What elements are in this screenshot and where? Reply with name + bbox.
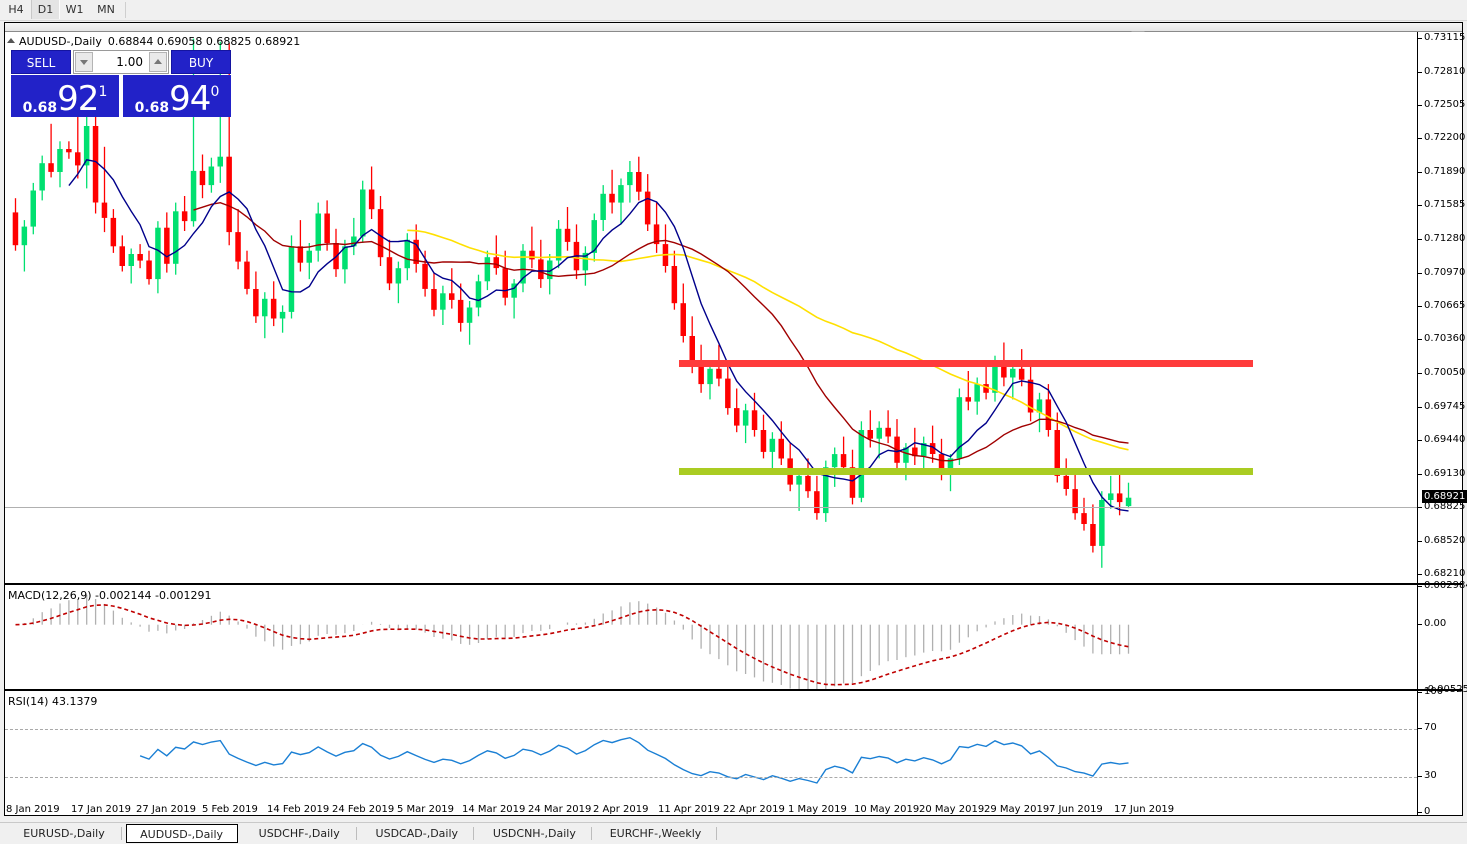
volume-increase-button[interactable] (149, 52, 167, 72)
macd-label: MACD(12,26,9) -0.002144 -0.001291 (8, 589, 212, 602)
macd-signal-line (15, 604, 1129, 686)
timeframe-mn[interactable]: MN (97, 3, 115, 16)
buy-price-tile[interactable]: 0.68940 (123, 75, 231, 117)
chart-horizontal-scrollbar[interactable] (5, 23, 1462, 32)
chart-symbol-header: AUDUSD-,Daily 0.68844 0.69058 0.68825 0.6… (7, 35, 300, 48)
chevron-down-icon (80, 60, 88, 65)
date-label: 14 Feb 2019 (267, 804, 330, 815)
chart-tab-bar: EURUSD-,Daily AUDUSD-,Daily USDCHF-,Daily U… (0, 822, 1467, 844)
ma-fast-line (68, 159, 1129, 512)
chart-tab-usdcnh[interactable]: USDCNH-,Daily (492, 827, 576, 840)
volume-value[interactable]: 1.00 (116, 55, 143, 69)
buy-price-fraction: 0 (210, 84, 220, 100)
sell-price-base: 0.68 (22, 100, 58, 116)
date-label: 14 Mar 2019 (462, 804, 526, 815)
chevron-up-icon (154, 59, 162, 64)
chart-tab-eurusd[interactable]: EURUSD-,Daily (23, 827, 105, 840)
sell-price-big: 92 (57, 79, 99, 117)
price-scale[interactable]: 0.73115 0.72810 0.72505 0.72200 0.71890 0.715… (1417, 32, 1467, 817)
date-label: 17 Jun 2019 (1114, 804, 1175, 815)
chart-ohlc-values: 0.68844 0.69058 0.68825 0.68921 (107, 35, 301, 48)
price-chart-canvas (12, 38, 1132, 568)
buy-price-base: 0.68 (134, 100, 170, 116)
date-axis[interactable]: 8 Jan 2019 17 Jan 2019 27 Jan 2019 5 Feb 20… (4, 804, 1463, 820)
date-label: 24 Mar 2019 (528, 804, 592, 815)
timeframe-toolbar: H4 D1 W1 MN (0, 0, 1467, 21)
date-label: 8 Jan 2019 (6, 804, 60, 815)
resistance-level-line[interactable] (678, 359, 1253, 367)
date-label: 7 Jun 2019 (1049, 804, 1103, 815)
chart-tab-audusd[interactable]: AUDUSD-,Daily (125, 824, 238, 843)
sell-price-fraction: 1 (98, 84, 108, 100)
rsi-pane[interactable]: RSI(14) 43.1379 (5, 693, 1417, 813)
date-label: 11 Apr 2019 (658, 804, 720, 815)
tab-separator (121, 827, 122, 840)
tab-separator (716, 827, 717, 840)
buy-button[interactable]: BUY (171, 50, 231, 74)
date-label: 1 May 2019 (788, 804, 847, 815)
toolbar-separator (125, 2, 126, 18)
rsi-chart-canvas (139, 736, 1129, 784)
rsi-oversold-guide (5, 777, 1417, 778)
rsi-label: RSI(14) 43.1379 (8, 695, 98, 708)
date-label: 22 Apr 2019 (723, 804, 785, 815)
pane-divider-macd[interactable] (5, 583, 1417, 585)
ma-slow-line (407, 229, 1129, 451)
date-label: 5 Mar 2019 (397, 804, 455, 815)
scale-divider-rsi (1418, 689, 1463, 691)
sell-button[interactable]: SELL (11, 50, 71, 74)
chart-tab-eurchf[interactable]: EURCHF-,Weekly (609, 827, 702, 840)
tab-separator (356, 827, 357, 840)
scale-divider-macd (1418, 583, 1463, 585)
timeframe-w1[interactable]: W1 (65, 3, 84, 16)
support-level-line[interactable] (678, 468, 1253, 476)
date-label: 20 May 2019 (919, 804, 985, 815)
rsi-overbought-guide (5, 729, 1417, 730)
date-label: 29 May 2019 (984, 804, 1050, 815)
buy-price-big: 94 (169, 79, 211, 117)
date-label: 17 Jan 2019 (71, 804, 131, 815)
rsi-line (139, 736, 1129, 784)
macd-chart-canvas (15, 594, 1130, 691)
timeframe-d1[interactable]: D1 (31, 0, 60, 19)
collapse-arrow-icon[interactable] (7, 38, 15, 43)
macd-pane[interactable]: MACD(12,26,9) -0.002144 -0.001291 (5, 587, 1417, 691)
tab-separator (473, 827, 474, 840)
current-price-line (5, 506, 1417, 508)
date-label: 2 Apr 2019 (593, 804, 649, 815)
one-click-trading-controls: SELL 1.00 BUY (11, 50, 231, 74)
pane-divider-rsi[interactable] (5, 689, 1417, 691)
tab-separator (591, 827, 592, 840)
timeframe-h4[interactable]: H4 (8, 3, 24, 16)
date-label: 24 Feb 2019 (332, 804, 395, 815)
chart-window: AUDUSD-,Daily 0.68844 0.69058 0.68825 0.6… (4, 22, 1467, 817)
chart-tab-usdchf[interactable]: USDCHF-,Daily (258, 827, 340, 840)
chart-tab-usdcad[interactable]: USDCAD-,Daily (375, 827, 459, 840)
one-click-trading-panel[interactable]: SELL 1.00 BUY 0.68921 (11, 50, 231, 117)
price-pane[interactable]: AUDUSD-,Daily 0.68844 0.69058 0.68825 0.6… (5, 32, 1417, 582)
date-label: 5 Feb 2019 (202, 804, 258, 815)
date-label: 27 Jan 2019 (136, 804, 196, 815)
one-click-prices: 0.68921 0.68940 (11, 75, 231, 117)
chart-symbol-label: AUDUSD-,Daily (19, 35, 102, 48)
ma-mid-line (193, 201, 1129, 462)
volume-decrease-button[interactable] (75, 52, 93, 72)
volume-stepper[interactable]: 1.00 (73, 50, 169, 74)
date-label: 10 May 2019 (854, 804, 920, 815)
sell-price-tile[interactable]: 0.68921 (11, 75, 119, 117)
